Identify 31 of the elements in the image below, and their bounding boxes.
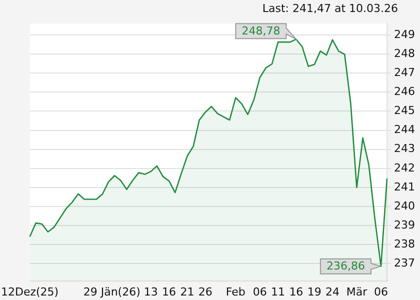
y-tick-label: 246 [394,85,416,98]
y-tick-label: 245 [394,104,416,118]
x-tick-label: 24 [326,285,340,298]
x-tick-label: 21 [180,285,194,298]
y-tick-label: 237 [394,256,416,270]
x-tick-label: Feb [226,285,246,298]
annotation: 236,86 [326,260,365,273]
y-tick-label: 239 [394,218,416,232]
chart-title: Last: 241,47 at 10.03.26 [262,2,398,15]
y-tick-label: 249 [394,28,416,41]
x-tick-label: Mär [346,285,368,298]
x-tick-label: 12Dez(25) [1,285,59,298]
y-tick-label: 241 [394,180,416,194]
x-tick-label: 29 [83,285,98,298]
x-tick-label: 13 [144,285,158,298]
y-tick-label: 238 [394,237,416,250]
x-tick-label: 06 [374,285,388,298]
y-tick-label: 248 [394,46,416,60]
x-tick-label: 16 [289,285,304,298]
y-tick-label: 247 [394,66,416,79]
x-tick-label: 26 [198,285,212,298]
x-tick-label: 19 [307,285,322,298]
y-tick-label: 242 [394,161,416,174]
y-tick-label: 244 [394,123,416,136]
x-tick-label: 16 [162,285,176,298]
annotation: 248,78 [242,24,280,38]
y-tick-label: 243 [394,142,416,156]
x-tick-label: 06 [252,285,267,298]
x-tick-label: Jän(26) [100,285,140,298]
x-tick-label: 11 [271,285,286,298]
y-tick-label: 240 [394,199,416,212]
